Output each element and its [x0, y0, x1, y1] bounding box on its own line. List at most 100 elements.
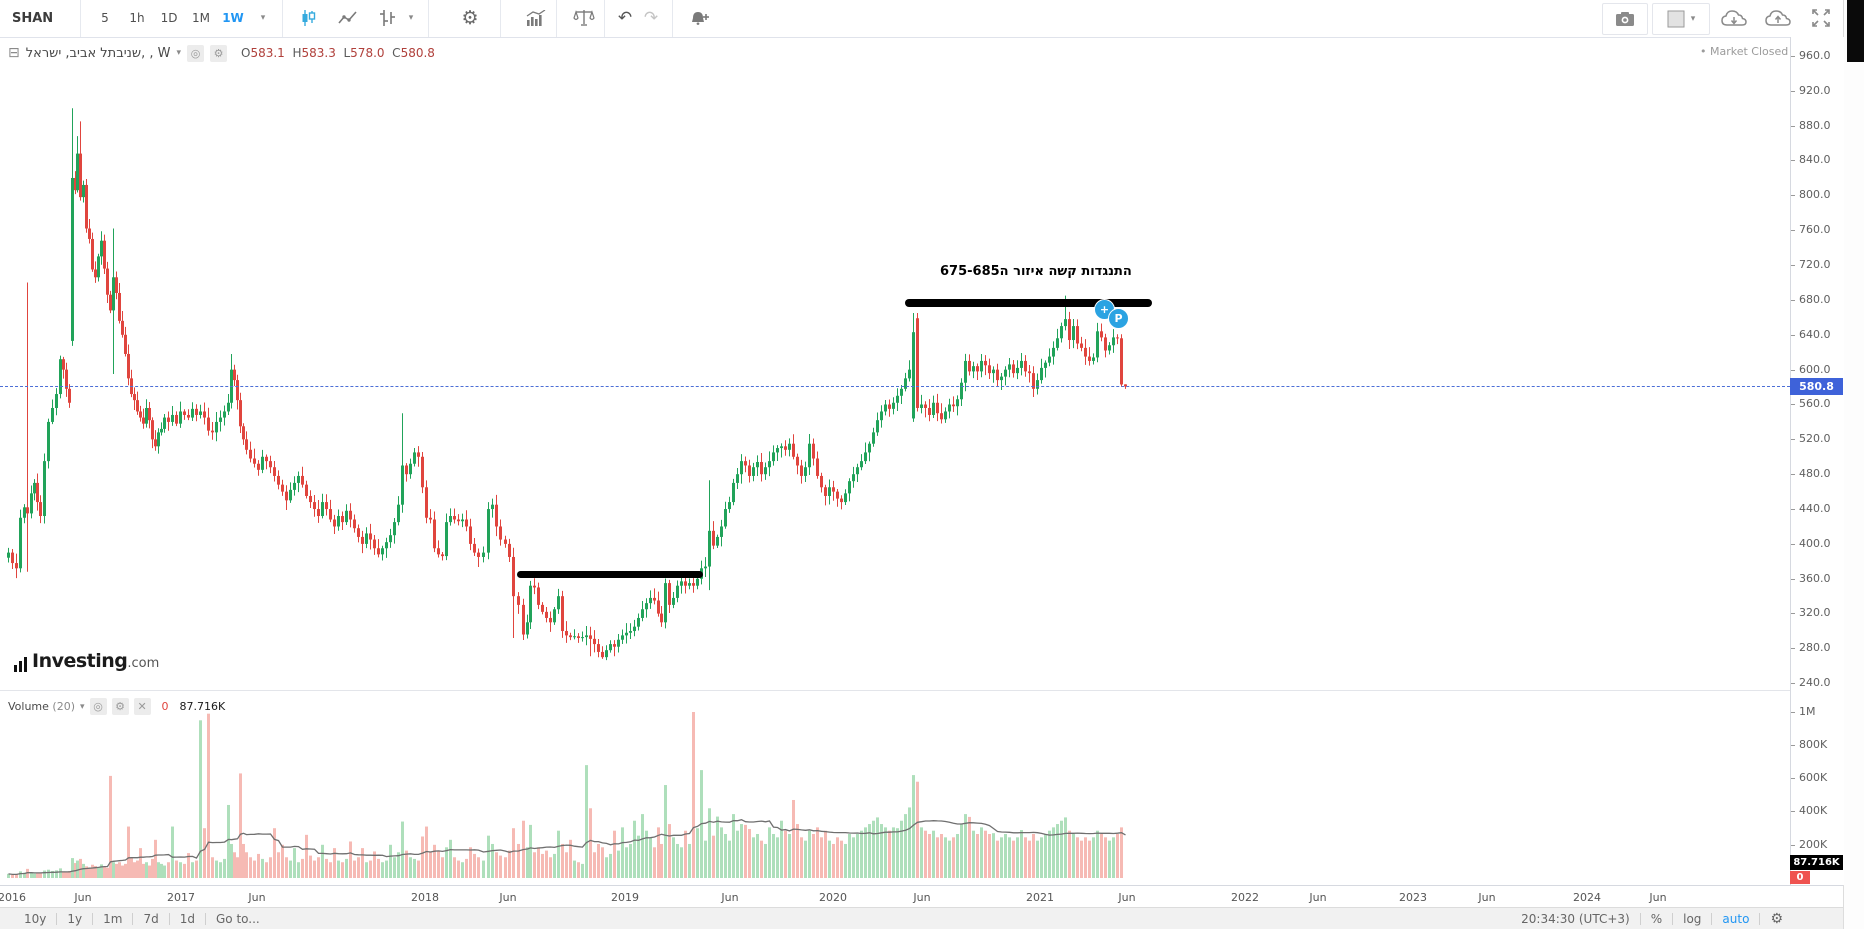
statusbar-separator	[1639, 913, 1641, 925]
volume-eye-icon[interactable]: ◎	[89, 698, 107, 715]
toolbar-separator	[500, 0, 501, 37]
investing-logo[interactable]: Investing .com	[14, 650, 159, 672]
legend-settings-icon[interactable]: ⚙	[210, 44, 227, 62]
camera-snapshot-icon[interactable]	[1602, 3, 1648, 35]
time-axis-label-2023[interactable]: 2023	[1399, 891, 1427, 904]
price-axis-label-480.0-tick	[1791, 474, 1795, 475]
volume-axis-label-400K-tick	[1791, 811, 1795, 812]
settings-gear-icon[interactable]: ⚙	[461, 7, 479, 29]
volume-close-icon[interactable]: ✕	[133, 698, 151, 715]
price-axis-label-320.0: 320.0	[1799, 606, 1831, 619]
time-axis-label-2020[interactable]: 2020	[819, 891, 847, 904]
price-axis-label-920.0: 920.0	[1799, 84, 1831, 97]
interval-button-1M[interactable]: 1M	[192, 11, 210, 25]
time-axis-label-Jun[interactable]: Jun	[1309, 891, 1327, 904]
time-axis-label-2016[interactable]: 2016	[0, 891, 26, 904]
price-axis-label-400.0-tick	[1791, 544, 1795, 545]
line-style-icon[interactable]	[330, 4, 366, 32]
time-axis-label-2018[interactable]: 2018	[411, 891, 439, 904]
range-button-1y[interactable]: 1y	[67, 912, 83, 926]
range-button-1m[interactable]: 1m	[103, 912, 123, 926]
interval-dropdown-caret-icon[interactable]: ▾	[260, 13, 266, 23]
range-button-1d[interactable]: 1d	[179, 912, 195, 926]
alert-bell-icon[interactable]	[682, 4, 718, 32]
volume-axis-label-200K: 200K	[1799, 838, 1828, 851]
bar-style-icon[interactable]	[372, 4, 402, 32]
statusbar-separator	[168, 913, 170, 925]
open-label: O	[241, 46, 251, 60]
price-axis-label-360.0-tick	[1791, 579, 1795, 580]
investing-tld-text: .com	[127, 656, 160, 671]
cloud-download-icon[interactable]	[1714, 3, 1754, 33]
instrument-title[interactable]: תל אביב, ישראל ,שניב, W	[26, 46, 171, 61]
time-axis-label-Jun[interactable]: Jun	[721, 891, 739, 904]
candlestick-style-icon[interactable]	[290, 4, 326, 32]
goto-button[interactable]: Go to...	[215, 912, 260, 926]
cloud-upload-icon[interactable]	[1758, 3, 1798, 33]
log-scale-toggle[interactable]: log	[1683, 912, 1702, 926]
volume-axis-label-200K-tick	[1791, 845, 1795, 846]
time-axis-label-2024[interactable]: 2024	[1573, 891, 1601, 904]
interval-button-1h[interactable]: 1h	[129, 11, 145, 25]
layout-square-icon[interactable]: ▾	[1652, 3, 1710, 35]
close-label: C	[392, 46, 401, 60]
price-axis-label-600.0: 600.0	[1799, 363, 1831, 376]
price-axis-label-280.0-tick	[1791, 648, 1795, 649]
legend-eye-icon[interactable]: ◎	[187, 44, 204, 62]
bar-style-dropdown-caret-icon[interactable]: ▾	[408, 13, 414, 23]
symbol-search-button[interactable]: SHAN	[12, 10, 54, 26]
time-axis[interactable]: 2016 Jun 2017 Jun 2018 Jun 2019 Jun 2020 Jun 2021 J…	[0, 885, 1843, 908]
last-price-dashed-line	[0, 386, 1790, 387]
price-axis-label-440.0: 440.0	[1799, 502, 1831, 515]
price-axis-label-400.0: 400.0	[1799, 537, 1831, 550]
time-axis-label-Jun[interactable]: Jun	[913, 891, 931, 904]
time-axis-label-Jun[interactable]: Jun	[1118, 891, 1136, 904]
price-axis-label-600.0-tick	[1791, 370, 1795, 371]
close-value: 580.8	[400, 46, 435, 60]
interval-button-1W[interactable]: 1W	[222, 11, 244, 25]
indicators-icon[interactable]	[518, 4, 554, 32]
volume-label[interactable]: Volume (20)	[8, 700, 76, 713]
time-axis-label-Jun[interactable]: Jun	[1649, 891, 1667, 904]
percent-scale-toggle[interactable]: %	[1650, 912, 1663, 926]
volume-ma-value: 87.716K	[179, 700, 226, 713]
clock-readout[interactable]: 20:34:30 (UTC+3)	[1521, 912, 1630, 926]
legend-dropdown-caret-icon[interactable]: ▾	[176, 48, 181, 58]
compare-scales-icon[interactable]	[566, 4, 602, 32]
interval-button-1D[interactable]: 1D	[160, 11, 178, 25]
interval-button-5[interactable]: 5	[101, 11, 109, 25]
price-axis[interactable]: 960.0 920.0 880.0 840.0 800.0 760.0 720.0 680.0…	[1790, 37, 1844, 885]
time-axis-label-Jun[interactable]: Jun	[499, 891, 517, 904]
volume-settings-icon[interactable]: ⚙	[111, 698, 129, 715]
support-trendline[interactable]	[517, 571, 703, 578]
time-axis-label-2022[interactable]: 2022	[1231, 891, 1259, 904]
undo-icon[interactable]: ↶	[617, 8, 633, 28]
redo-icon[interactable]: ↷	[643, 8, 659, 28]
statusbar-settings-gear-icon[interactable]: ⚙	[1770, 911, 1783, 927]
volume-dropdown-caret-icon[interactable]: ▾	[80, 701, 85, 712]
resistance-trendline[interactable]	[905, 299, 1152, 307]
volume-study-legend: Volume (20) ▾ ◎ ⚙ ✕ 0 87.716K	[8, 698, 225, 715]
price-axis-label-800.0-tick	[1791, 195, 1795, 196]
time-axis-label-Jun[interactable]: Jun	[74, 891, 92, 904]
low-label: L	[343, 46, 351, 60]
time-axis-label-2019[interactable]: 2019	[611, 891, 639, 904]
price-axis-label-520.0: 520.0	[1799, 432, 1831, 445]
price-axis-label-880.0: 880.0	[1799, 119, 1831, 132]
resistance-annotation-text[interactable]: התנגדות קשה איזור ה675-685	[940, 264, 1132, 279]
time-axis-label-2021[interactable]: 2021	[1026, 891, 1054, 904]
time-axis-label-Jun[interactable]: Jun	[1478, 891, 1496, 904]
range-button-10y[interactable]: 10y	[24, 912, 47, 926]
time-axis-label-Jun[interactable]: Jun	[248, 891, 266, 904]
collapse-legend-icon[interactable]: ⊟	[8, 45, 20, 61]
pane-separator[interactable]	[0, 690, 1790, 691]
fullscreen-icon[interactable]	[1802, 3, 1840, 33]
time-axis-label-2017[interactable]: 2017	[167, 891, 195, 904]
range-button-7d[interactable]: 7d	[143, 912, 159, 926]
publish-idea-icon[interactable]: P	[1108, 308, 1129, 329]
price-axis-label-320.0-tick	[1791, 613, 1795, 614]
layout-dropdown-caret-icon[interactable]: ▾	[1690, 14, 1696, 24]
ohlc-readout: O583.1 H583.3 L578.0 C580.8	[241, 46, 435, 60]
auto-scale-toggle[interactable]: auto	[1722, 912, 1750, 926]
